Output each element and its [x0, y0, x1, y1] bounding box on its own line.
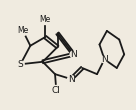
Text: Me: Me — [17, 26, 29, 35]
Circle shape — [68, 76, 75, 82]
Text: N: N — [70, 50, 77, 59]
Circle shape — [17, 61, 24, 68]
Circle shape — [41, 15, 50, 25]
Circle shape — [101, 56, 108, 63]
Text: S: S — [18, 60, 23, 69]
Text: N: N — [101, 55, 108, 64]
Text: Cl: Cl — [52, 86, 61, 95]
Circle shape — [18, 26, 28, 36]
Text: Me: Me — [40, 15, 51, 24]
Circle shape — [52, 85, 61, 95]
Text: N: N — [68, 75, 75, 84]
Circle shape — [70, 51, 77, 58]
